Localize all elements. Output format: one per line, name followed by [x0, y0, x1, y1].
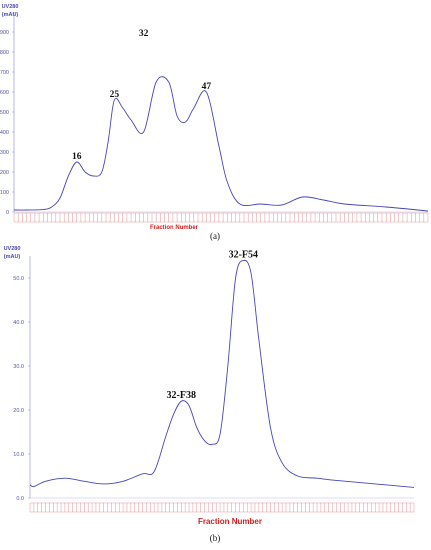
y-tick-label-a: 900	[0, 30, 9, 36]
panel-label-a: (a)	[210, 231, 220, 241]
y-tick-label-a: 500	[0, 110, 9, 116]
y-tick-label-a: 400	[0, 130, 9, 136]
y-tick-label-b: 10.0	[13, 452, 24, 458]
y-tick-label-b: 40.0	[13, 320, 24, 326]
y-tick-label-b: 20.0	[13, 408, 24, 414]
y-axis-unit-b: (mAU)	[4, 254, 21, 260]
peak-label-a: 25	[110, 90, 120, 100]
y-tick-label-b: 50.0	[13, 276, 24, 282]
x-axis-title-a: Fraction Number	[150, 225, 199, 231]
y-tick-label-b: 30.0	[13, 364, 24, 370]
peak-label-b: 32-F38	[167, 390, 196, 401]
peak-label-b: 32-F54	[229, 249, 258, 260]
panel-label-b: (b)	[210, 533, 221, 543]
x-axis-title-b: Fraction Number	[198, 517, 262, 526]
peak-label-a: 16	[72, 152, 82, 162]
y-tick-label-a: 0	[6, 210, 9, 216]
y-tick-label-a: 700	[0, 70, 9, 76]
y-axis-title-a: UV280	[2, 4, 19, 10]
y-tick-label-a: 100	[0, 190, 9, 196]
y-tick-label-a: 800	[0, 50, 9, 56]
y-tick-label-a: 200	[0, 170, 9, 176]
peak-label-a: 47	[202, 82, 212, 92]
y-tick-label-a: 600	[0, 90, 9, 96]
series-line-a	[13, 76, 429, 212]
peak-label-a: 32	[139, 29, 149, 39]
y-axis-unit-a: (mAU)	[2, 12, 19, 18]
y-tick-label-a: 300	[0, 150, 9, 156]
series-line-b	[29, 259, 415, 488]
y-axis-title-b: UV280	[4, 246, 21, 252]
y-tick-label-b: 0.0	[16, 496, 24, 502]
